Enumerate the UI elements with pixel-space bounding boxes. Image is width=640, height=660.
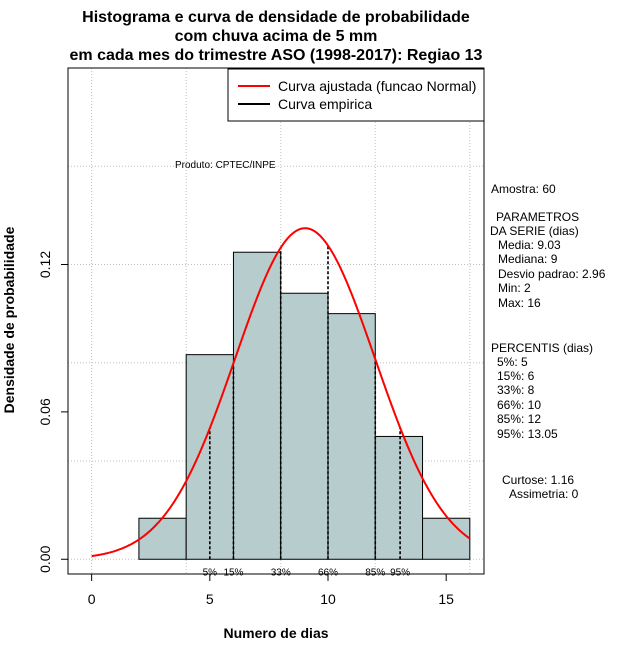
percentile-66: 66%: 10 [497,398,541,412]
x-tick-label: 0 [88,591,96,607]
param-mean: Media: 9.03 [498,238,561,252]
percentile-85: 85%: 12 [497,412,541,426]
params-header-1: PARAMETROS [496,210,579,224]
percentile-label-66: 66% [318,567,338,578]
percentile-label-5: 5% [203,567,218,578]
param-median: Mediana: 9 [498,252,558,266]
y-tick-label: 0.06 [37,398,53,425]
percentile-label-33: 33% [271,567,291,578]
histogram-bar-5 [327,313,376,560]
histogram-bar-1 [138,517,187,560]
percentile-5: 5%: 5 [497,355,528,369]
params-header-2: DA SERIE (dias) [490,224,579,238]
y-tick-label: 0.00 [37,545,53,572]
legend-label-normal: Curva ajustada (funcao Normal) [278,78,476,94]
legend: Curva ajustada (funcao Normal) Curva emp… [227,68,485,122]
legend-label-empirical: Curva empirica [278,96,372,112]
param-sd: Desvio padrao: 2.96 [498,267,606,281]
x-tick-label: 10 [320,591,336,607]
percentile-label-15: 15% [223,567,243,578]
x-tick-label: 15 [438,591,454,607]
param-min: Min: 2 [498,281,531,295]
percentile-15: 15%: 6 [497,369,535,383]
x-axis: 0 5 10 15 [88,573,454,607]
percentile-label-95: 95% [390,567,410,578]
histogram-bars [138,251,471,560]
percentile-33: 33%: 8 [497,383,535,397]
chart-title-line-2: com chuva acima de 5 mm [175,28,378,45]
product-annotation: Produto: CPTEC/INPE [175,160,276,171]
kurtosis: Curtose: 1.16 [502,473,574,487]
normal-curve-layer [91,227,471,558]
percentile-lines: 5% 15% 33% 66% 85% 95% [203,245,410,578]
percentile-95: 95%: 13.05 [497,427,558,441]
param-max: Max: 16 [498,296,541,310]
percentile-label-85: 85% [365,567,385,578]
statistics-panel: Amostra: 60 PARAMETROS DA SERIE (dias) M… [490,182,606,501]
y-axis-title: Densidade de probabilidade [1,226,17,413]
histogram-bar-6 [374,435,424,560]
normal-curve [91,227,471,558]
x-axis-title: Numero de dias [223,625,328,641]
legend-box [227,68,485,122]
chart-title-line-1: Histograma e curva de densidade de proba… [82,9,470,26]
histogram-bar-4 [280,292,329,560]
y-axis: 0.00 0.06 0.12 [37,251,69,573]
percentiles-header: PERCENTIS (dias) [491,341,593,355]
histogram-bar-7 [422,517,471,560]
x-tick-label: 5 [206,591,214,607]
skewness: Assimetria: 0 [509,487,579,501]
histogram-bar-3 [232,251,282,560]
y-tick-label: 0.12 [37,251,53,278]
chart-title-line-3: em cada mes do trimestre ASO (1998-2017)… [70,47,483,64]
sample-size: Amostra: 60 [491,182,556,196]
